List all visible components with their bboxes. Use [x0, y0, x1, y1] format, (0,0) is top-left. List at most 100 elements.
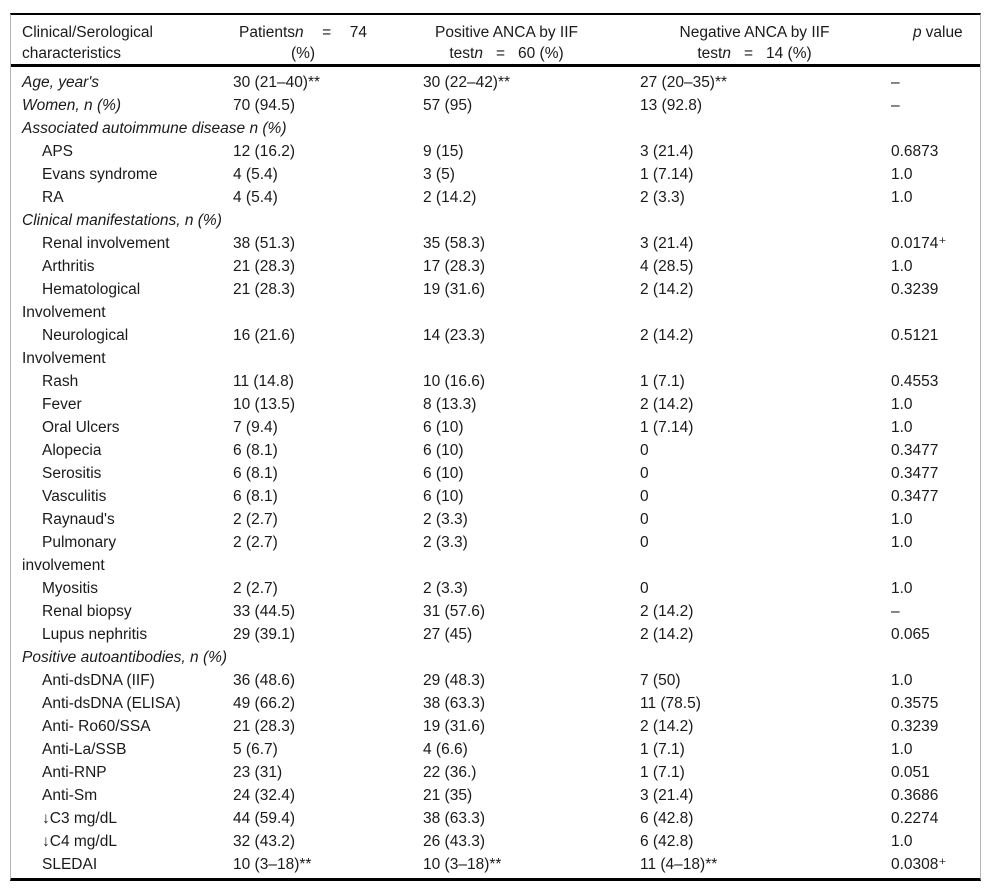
table-row: Involvement	[11, 301, 980, 324]
positive-anca-value: 30 (22–42)**	[423, 74, 511, 91]
p-value: 0.3575	[891, 695, 939, 712]
p-value: 1.0	[891, 580, 913, 597]
row-label: Involvement	[22, 304, 106, 321]
positive-anca-value	[421, 117, 638, 140]
negative-anca-value	[638, 646, 889, 669]
negative-anca-value: 1 (7.1)	[640, 373, 685, 390]
row-label: Associated autoimmune disease n (%)	[22, 120, 287, 137]
patients-value: 32 (43.2)	[233, 833, 296, 850]
negative-anca-value: 1 (7.14)	[640, 166, 694, 183]
table-row: Serositis 6 (8.1) 6 (10) 0 0.3477	[11, 462, 980, 485]
patients-value: 36 (48.6)	[233, 672, 296, 689]
positive-anca-value: 10 (16.6)	[423, 373, 486, 390]
row-label: APS	[42, 143, 74, 160]
negative-anca-value: 3 (21.4)	[640, 787, 694, 804]
table-row: Evans syndrome 4 (5.4) 3 (5) 1 (7.14) 1.0	[11, 163, 980, 186]
header-negative-anca: Negative ANCA by IIF testn = 14 (%)	[638, 22, 889, 64]
patients-value: 6 (8.1)	[233, 465, 278, 482]
p-value: 1.0	[891, 166, 913, 183]
p-value	[889, 554, 980, 577]
p-value: 1.0	[891, 534, 913, 551]
row-label: Clinical manifestations, n (%)	[22, 212, 222, 229]
patients-value: 12 (16.2)	[233, 143, 296, 160]
positive-anca-value: 10 (3–18)**	[423, 856, 502, 873]
patients-value	[231, 209, 421, 232]
negative-anca-value: 11 (4–18)**	[640, 856, 718, 873]
p-value: 1.0	[891, 396, 913, 413]
table-row: Raynaud's 2 (2.7) 2 (3.3) 0 1.0	[11, 508, 980, 531]
positive-anca-value	[421, 301, 638, 324]
positive-anca-value: 31 (57.6)	[423, 603, 486, 620]
patients-value: 6 (8.1)	[233, 442, 278, 459]
table-row: Neurological 16 (21.6) 14 (23.3) 2 (14.2) 0.…	[11, 324, 980, 347]
table-row: Anti- Ro60/SSA 21 (28.3) 19 (31.6) 2 (14.2)…	[11, 715, 980, 738]
patients-value: 49 (66.2)	[233, 695, 296, 712]
negative-anca-value: 6 (42.8)	[640, 833, 694, 850]
patients-value: 21 (28.3)	[233, 718, 296, 735]
row-label: involvement	[22, 557, 105, 574]
header-characteristics-line2: characteristics	[22, 45, 122, 62]
row-label: Lupus nephritis	[42, 626, 148, 643]
patients-value: 30 (21–40)**	[233, 74, 321, 91]
patients-value: 4 (5.4)	[233, 189, 278, 206]
positive-anca-value	[421, 646, 638, 669]
table-row: Renal involvement 38 (51.3) 35 (58.3) 3 (21…	[11, 232, 980, 255]
patients-value: 5 (6.7)	[233, 741, 278, 758]
table-row: Lupus nephritis 29 (39.1) 27 (45) 2 (14.2) 0…	[11, 623, 980, 646]
patients-value	[231, 347, 421, 370]
negative-anca-value: 2 (14.2)	[640, 281, 694, 298]
patients-value	[231, 117, 421, 140]
p-value: 0.065	[891, 626, 930, 643]
header-patients-label: Patientsn	[239, 24, 304, 41]
negative-anca-value: 7 (50)	[640, 672, 681, 689]
positive-anca-value	[421, 209, 638, 232]
row-label: Involvement	[22, 350, 106, 367]
positive-anca-value: 19 (31.6)	[423, 281, 486, 298]
positive-anca-value: 57 (95)	[423, 97, 473, 114]
positive-anca-value: 17 (28.3)	[423, 258, 486, 275]
row-label: Positive autoantibodies, n (%)	[22, 649, 228, 666]
p-value: 0.3239	[891, 718, 939, 735]
row-label: Anti-dsDNA (ELISA)	[42, 695, 181, 712]
positive-anca-value: 21 (35)	[423, 787, 473, 804]
p-value: –	[891, 603, 900, 620]
row-label: Alopecia	[42, 442, 102, 459]
negative-anca-value	[638, 209, 889, 232]
table-row: Women, n (%) 70 (94.5) 57 (95) 13 (92.8) –	[11, 94, 980, 117]
p-value: 0.3686	[891, 787, 939, 804]
row-label: Pulmonary	[42, 534, 117, 551]
table-row: Anti-dsDNA (ELISA) 49 (66.2) 38 (63.3) 11 (…	[11, 692, 980, 715]
positive-anca-value: 8 (13.3)	[423, 396, 477, 413]
patients-value: 21 (28.3)	[233, 281, 296, 298]
row-label: Anti-dsDNA (IIF)	[42, 672, 155, 689]
header-patients-line2: (%)	[290, 45, 316, 62]
patients-value: 70 (94.5)	[233, 97, 296, 114]
row-label: Oral Ulcers	[42, 419, 120, 436]
header-negative-anca-line2: testn = 14 (%)	[697, 45, 812, 62]
table-row: Age, year's 30 (21–40)** 30 (22–42)** 27 (2…	[11, 71, 980, 94]
header-patients: Patientsn = 74 (%)	[231, 22, 421, 64]
patients-value: 29 (39.1)	[233, 626, 296, 643]
patients-value: 11 (14.8)	[233, 373, 294, 390]
row-label: Anti-Sm	[42, 787, 98, 804]
row-label: Rash	[42, 373, 79, 390]
row-label: SLEDAI	[42, 856, 98, 873]
row-label: Serositis	[42, 465, 102, 482]
p-value	[889, 646, 980, 669]
positive-anca-value: 27 (45)	[423, 626, 473, 643]
p-value: 0.0174⁺	[891, 235, 947, 252]
patients-value: 44 (59.4)	[233, 810, 296, 827]
row-label: Vasculitis	[42, 488, 107, 505]
table-row: RA 4 (5.4) 2 (14.2) 2 (3.3) 1.0	[11, 186, 980, 209]
negative-anca-value	[638, 554, 889, 577]
header-characteristics: Clinical/Serological characteristics	[11, 22, 231, 64]
patients-value: 2 (2.7)	[233, 534, 278, 551]
p-value: 1.0	[891, 258, 913, 275]
table-row: Pulmonary 2 (2.7) 2 (3.3) 0 1.0	[11, 531, 980, 554]
positive-anca-value	[421, 347, 638, 370]
row-label: Arthritis	[42, 258, 95, 275]
row-label: RA	[42, 189, 64, 206]
negative-anca-value: 1 (7.1)	[640, 764, 685, 781]
table-row: Fever 10 (13.5) 8 (13.3) 2 (14.2) 1.0	[11, 393, 980, 416]
header-positive-anca-line2: testn = 60 (%)	[449, 45, 564, 62]
